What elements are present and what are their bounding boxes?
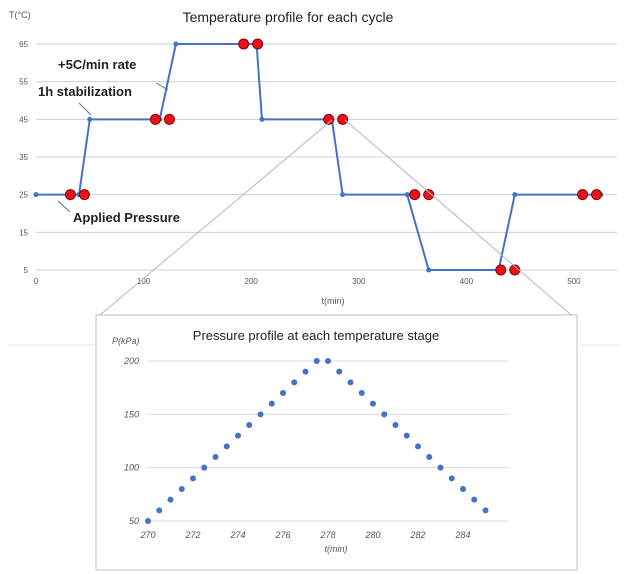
pressure-marker xyxy=(78,189,90,201)
inset-x-tick-label: 270 xyxy=(139,530,155,540)
main-y-tick-label: 5 xyxy=(24,266,29,275)
inset-y-tick-label: 200 xyxy=(123,356,139,366)
inset-x-tick-label: 276 xyxy=(274,530,290,540)
inset-x-tick-label: 274 xyxy=(229,530,245,540)
temperature-point xyxy=(404,192,410,198)
pressure-point xyxy=(313,358,320,364)
zoom-connector-right xyxy=(344,119,578,321)
pressure-point xyxy=(178,486,185,492)
pressure-point xyxy=(280,390,286,396)
pressure-point xyxy=(336,368,343,375)
pressure-point xyxy=(426,454,433,460)
inset-y-tick-label: 100 xyxy=(124,463,139,473)
inset-x-tick-label: 282 xyxy=(409,530,425,540)
inset-x-tick-label: 278 xyxy=(319,530,335,540)
pressure-point xyxy=(246,422,253,428)
main-y-tick-label: 45 xyxy=(19,115,28,124)
pressure-point xyxy=(448,475,455,482)
inset-x-axis-label: t(min) xyxy=(325,544,348,554)
pressure-point xyxy=(403,432,410,439)
pressure-point xyxy=(291,379,298,386)
temperature-line xyxy=(36,43,601,271)
main-x-tick-label: 400 xyxy=(460,277,474,286)
pressure-point xyxy=(167,496,174,503)
main-x-axis-label: t(min) xyxy=(322,296,345,306)
rate-annotation: +5C/min rate xyxy=(58,57,136,72)
pressure-marker xyxy=(409,189,421,201)
inset-y-axis-label: P(kPa) xyxy=(112,336,140,346)
inset-chart-title: Pressure profile at each temperature sta… xyxy=(193,328,439,343)
main-y-tick-label: 55 xyxy=(19,78,28,87)
stabilization-arrow xyxy=(78,102,92,116)
inset-frame xyxy=(95,314,578,571)
pressure-point xyxy=(381,411,388,418)
annotations: +5C/min rate 1h stabilization Applied Pr… xyxy=(38,57,180,225)
pressure-point xyxy=(392,422,399,428)
pressure-marker xyxy=(252,38,264,50)
temperature-point xyxy=(340,192,346,198)
pressure-chart: Pressure profile at each temperature sta… xyxy=(95,314,578,571)
pressure-point xyxy=(325,358,331,364)
temperature-point xyxy=(87,116,93,122)
pressure-point xyxy=(268,400,275,407)
main-x-tick-label: 0 xyxy=(34,277,39,286)
main-y-tick-label: 15 xyxy=(19,228,28,237)
temperature-point xyxy=(173,41,179,47)
inset-x-tick-label: 280 xyxy=(364,530,380,540)
temperature-point xyxy=(426,267,432,273)
pressure-marker xyxy=(64,189,76,201)
stabilization-annotation: 1h stabilization xyxy=(38,84,132,99)
pressure-point xyxy=(156,507,163,514)
temperature-point xyxy=(512,192,518,198)
main-x-tick-label: 100 xyxy=(137,277,151,286)
inset-x-tick-label: 272 xyxy=(184,530,200,540)
pressure-point xyxy=(358,390,365,396)
pressure-point xyxy=(212,454,219,460)
rate-arrow xyxy=(155,82,169,91)
pressure-point xyxy=(257,411,264,418)
pressure-point xyxy=(437,464,444,471)
temperature-chart: Temperature profile for each cycle T(°C)… xyxy=(9,9,617,306)
pressure-point xyxy=(482,507,489,514)
main-x-tick-label: 500 xyxy=(567,277,581,286)
main-y-axis-label: T(°C) xyxy=(9,10,31,20)
pressure-marker xyxy=(337,113,349,125)
pressure-point xyxy=(190,475,196,482)
main-y-tick-label: 35 xyxy=(19,153,28,162)
pressure-marker xyxy=(238,38,250,50)
main-y-tick-label: 25 xyxy=(19,191,28,200)
main-chart-title: Temperature profile for each cycle xyxy=(183,9,394,25)
pressure-marker xyxy=(509,264,521,276)
main-x-tick-label: 300 xyxy=(352,277,366,286)
zoom-connector-left xyxy=(99,119,333,316)
pressure-point xyxy=(415,443,421,450)
inset-y-tick-label: 150 xyxy=(124,409,139,419)
main-x-tick-label: 200 xyxy=(245,277,259,286)
pressure-point xyxy=(223,443,230,450)
temperature-point xyxy=(259,116,265,122)
pressure-point xyxy=(460,486,466,492)
pressure-point xyxy=(145,518,151,524)
pressure-marker xyxy=(149,113,161,125)
pressure-annotation: Applied Pressure xyxy=(73,210,180,225)
pressure-marker xyxy=(591,189,603,201)
pressure-marker xyxy=(495,264,507,276)
inset-y-tick-label: 50 xyxy=(129,516,139,526)
pressure-point xyxy=(370,400,376,407)
pressure-point xyxy=(347,379,354,386)
pressure-marker xyxy=(163,113,175,125)
pressure-marker xyxy=(577,189,589,201)
pressure-point xyxy=(302,368,309,375)
pressure-arrow xyxy=(57,200,71,213)
main-y-tick-label: 65 xyxy=(19,40,28,49)
pressure-point xyxy=(235,432,241,439)
inset-x-tick-label: 284 xyxy=(454,530,470,540)
temperature-point xyxy=(33,192,39,198)
pressure-marker xyxy=(323,113,335,125)
pressure-point xyxy=(471,496,478,503)
pressure-point xyxy=(201,464,208,471)
pressure-marker xyxy=(423,189,435,201)
